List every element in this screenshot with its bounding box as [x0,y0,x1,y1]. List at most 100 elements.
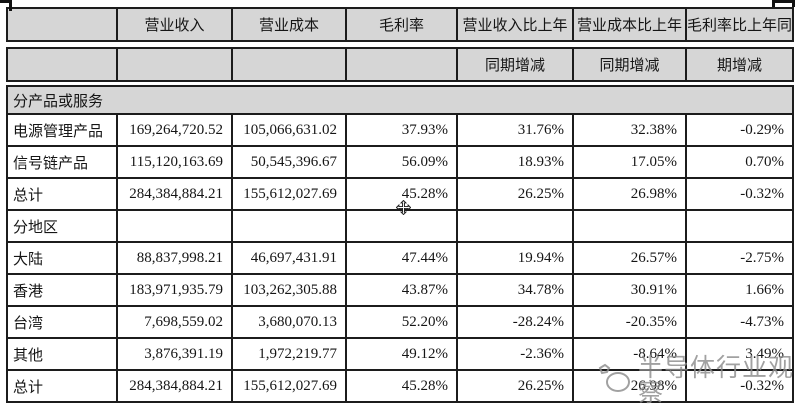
table-row: 台湾 7,698,559.02 3,680,070.13 52.20% -28.24% -… [6,305,794,339]
cell: 3,876,391.19 [116,337,233,371]
data-table: 分产品或服务 电源管理产品 169,264,720.52 105,066,631.02… [6,85,794,403]
cell: 26.25% [456,369,574,403]
cell [231,209,347,243]
cell: 284,384,884.21 [116,369,233,403]
cell: 26.57% [572,241,687,275]
cell [345,209,458,243]
crop-artifact [792,0,795,7]
section-label: 分产品或服务 [6,85,794,115]
revenue-table: 营业收入 营业成本 毛利率 营业收入比上年 营业成本比上年 毛利率比上年同 同期增减 同期增… [6,7,794,403]
watermark: 半导体行业观察 [594,356,806,406]
cell: 88,837,998.21 [116,241,233,275]
cell: 3.49% [685,337,794,371]
cell: 47.44% [345,241,458,275]
header-row-2: 同期增减 同期增减 期增减 [6,47,794,82]
cell: 56.09% [345,145,458,179]
crop-artifact [0,0,12,3]
cell: -0.32% [685,369,794,403]
row-label: 信号链产品 [6,145,118,179]
header-cell: 期增减 [685,47,794,82]
header-cell: 营业收入比上年 [456,7,574,42]
cell: 31.76% [456,113,574,147]
cell: 169,264,720.52 [116,113,233,147]
row-label: 分地区 [6,209,118,243]
cell: 17.05% [572,145,687,179]
row-label: 大陆 [6,241,118,275]
watermark-logo-icon [594,362,636,401]
cell: 0.70% [685,145,794,179]
header-table-2: 同期增减 同期增减 期增减 [6,47,794,82]
row-label: 台湾 [6,305,118,339]
watermark-text: 半导体行业观察 [638,355,795,407]
cell: 7,698,559.02 [116,305,233,339]
table-row: 大陆 88,837,998.21 46,697,431.91 47.44% 19.94%… [6,241,794,275]
cell [685,209,794,243]
cell [572,209,687,243]
cell: 115,120,163.69 [116,145,233,179]
cell: 43.87% [345,273,458,307]
crop-artifact [772,0,795,3]
cell: 34.78% [456,273,574,307]
table-row: 信号链产品 115,120,163.69 50,545,396.67 56.09% 18… [6,145,794,179]
header-cell [116,47,233,82]
header-cell: 营业收入 [116,7,233,42]
cell: -2.36% [456,337,574,371]
cell: -0.29% [685,113,794,147]
header-cell: 同期增减 [456,47,574,82]
header-row-1: 营业收入 营业成本 毛利率 营业收入比上年 营业成本比上年 毛利率比上年同 [6,7,794,42]
header-cell [6,7,118,42]
move-cursor-icon [395,199,412,220]
table-row: 分地区 [6,209,794,243]
crop-artifact [772,0,775,7]
cell: 45.28% [345,369,458,403]
cell: 30.91% [572,273,687,307]
table-body: 分产品或服务 电源管理产品 169,264,720.52 105,066,631.02… [6,85,794,403]
table-row: 分产品或服务 [6,85,794,115]
cell: -0.32% [685,177,794,211]
cell: -8.64% [572,337,687,371]
cell: -28.24% [456,305,574,339]
header-cell: 营业成本比上年 [572,7,687,42]
cell: 155,612,027.69 [231,177,347,211]
cell: 105,066,631.02 [231,113,347,147]
row-label: 电源管理产品 [6,113,118,147]
cell: 46,697,431.91 [231,241,347,275]
row-label: 总计 [6,177,118,211]
cell: 19.94% [456,241,574,275]
header-cell: 毛利率 [345,7,458,42]
header-cell [345,47,458,82]
row-label: 其他 [6,337,118,371]
table-row: 其他 3,876,391.19 1,972,219.77 49.12% -2.36% -8… [6,337,794,371]
table-row: 香港 183,971,935.79 103,262,305.88 43.87% 34.7… [6,273,794,307]
cell [456,209,574,243]
cell: 37.93% [345,113,458,147]
cell: 52.20% [345,305,458,339]
row-label: 总计 [6,369,118,403]
cell: 18.93% [456,145,574,179]
header-cell [6,47,118,82]
cell: 1,972,219.77 [231,337,347,371]
cell: -20.35% [572,305,687,339]
header-cell: 毛利率比上年同 [685,7,794,42]
header-table-1: 营业收入 营业成本 毛利率 营业收入比上年 营业成本比上年 毛利率比上年同 [6,7,794,42]
cell: 3,680,070.13 [231,305,347,339]
cell: 26.98% [572,369,687,403]
cell: 49.12% [345,337,458,371]
cell: 1.66% [685,273,794,307]
cell: 26.25% [456,177,574,211]
cell: -2.75% [685,241,794,275]
row-label: 香港 [6,273,118,307]
cell: 103,262,305.88 [231,273,347,307]
cell: 183,971,935.79 [116,273,233,307]
cell: 45.28% [345,177,458,211]
cell [116,209,233,243]
crop-artifact [9,0,12,11]
cell: 284,384,884.21 [116,177,233,211]
header-cell: 同期增减 [572,47,687,82]
cell: 32.38% [572,113,687,147]
cell: 155,612,027.69 [231,369,347,403]
header-cell: 营业成本 [231,7,347,42]
table-row: 电源管理产品 169,264,720.52 105,066,631.02 37.93%… [6,113,794,147]
table-row: 总计 284,384,884.21 155,612,027.69 45.28% 26.2… [6,177,794,211]
